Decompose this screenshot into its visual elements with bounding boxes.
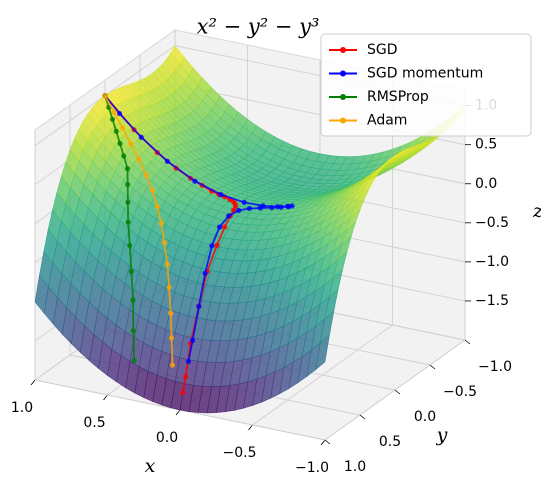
path-point xyxy=(125,181,131,188)
path-point xyxy=(125,199,131,205)
chart-title: x² − y² − y³ xyxy=(197,15,320,39)
path-point xyxy=(164,158,170,164)
path-point xyxy=(111,109,117,115)
path-point xyxy=(190,337,196,343)
path-point xyxy=(278,204,284,210)
y-axis-label: y xyxy=(436,424,448,446)
surface xyxy=(34,45,466,414)
path-point xyxy=(116,110,123,117)
legend-marker xyxy=(340,47,346,53)
path-point xyxy=(217,224,223,230)
y-tick-label: 1.0 xyxy=(344,459,366,475)
z-tick-label: 0.0 xyxy=(475,176,497,192)
path-point xyxy=(149,187,155,193)
path-point xyxy=(185,358,191,365)
path-point xyxy=(164,261,170,267)
path-point xyxy=(109,116,116,122)
path-point xyxy=(130,328,136,334)
x-tick-label: 0.5 xyxy=(83,415,105,431)
path-point xyxy=(202,270,208,276)
labels: 1.00.50.0−0.5−1.0−1.0−0.50.00.51.01.00.5… xyxy=(11,98,512,476)
path-point xyxy=(285,204,292,210)
path-point xyxy=(128,268,134,275)
tick-mark xyxy=(429,364,436,370)
path-point xyxy=(154,203,160,210)
x-axis-label: x xyxy=(145,455,156,477)
path-point xyxy=(127,242,133,249)
path-point xyxy=(158,220,164,226)
path-point xyxy=(169,335,175,341)
tick-mark xyxy=(320,439,326,446)
path-point xyxy=(125,219,131,225)
path-point xyxy=(236,207,242,213)
path-point xyxy=(246,205,253,212)
legend-label: SGD xyxy=(367,42,398,58)
path-point xyxy=(136,156,142,162)
legend-marker xyxy=(340,117,346,124)
legend-label: Adam xyxy=(367,113,407,129)
path-point xyxy=(196,303,202,309)
path-line xyxy=(104,95,293,362)
tick-mark xyxy=(359,414,366,420)
path-point xyxy=(169,362,176,368)
path-point xyxy=(257,205,263,211)
path-point xyxy=(233,203,239,209)
tick-mark xyxy=(248,424,253,431)
path-point xyxy=(209,243,215,249)
path-point xyxy=(117,140,123,147)
path-point xyxy=(269,204,275,211)
y-tick-label: 0.0 xyxy=(414,409,436,425)
y-tick-label: −1.0 xyxy=(478,359,512,375)
path-point xyxy=(166,284,172,291)
surface-cell xyxy=(337,235,352,261)
tick-mark xyxy=(103,394,108,401)
path-point xyxy=(168,310,174,316)
tick-mark xyxy=(394,389,401,395)
x-tick-label: 0.0 xyxy=(156,430,178,446)
path-point xyxy=(121,153,127,159)
path-point xyxy=(113,128,119,134)
path-point xyxy=(222,224,228,230)
legend-label: SGD momentum xyxy=(367,66,483,82)
z-tick-label: −1.0 xyxy=(475,254,509,270)
path-point xyxy=(131,358,137,364)
path-point xyxy=(138,134,144,140)
path-point xyxy=(143,172,149,178)
x-tick-label: −1.0 xyxy=(295,460,329,476)
tick-mark xyxy=(30,379,36,386)
path-point xyxy=(231,207,237,213)
path-point xyxy=(192,178,198,184)
path-point xyxy=(214,242,220,248)
path-point xyxy=(183,374,189,380)
y-tick-label: −0.5 xyxy=(443,384,477,400)
path-point xyxy=(102,93,108,99)
legend-marker xyxy=(340,70,346,77)
path-point xyxy=(241,199,247,205)
z-tick-label: −1.5 xyxy=(475,293,509,309)
z-tick-label: −0.5 xyxy=(475,215,509,231)
y-tick-label: 0.5 xyxy=(379,434,401,450)
legend-label: RMSProp xyxy=(367,89,429,105)
path-point xyxy=(218,192,224,198)
path-point xyxy=(130,297,136,303)
x-tick-label: 1.0 xyxy=(11,400,33,416)
path-point xyxy=(180,390,186,396)
path-point xyxy=(161,239,167,246)
tick-mark xyxy=(464,339,471,345)
legend: SGD SGD momentum RMSProp Adam xyxy=(320,33,532,137)
tick-mark xyxy=(324,439,331,445)
tick-mark xyxy=(175,409,181,416)
x-tick-label: −0.5 xyxy=(223,445,257,461)
path-point xyxy=(226,213,232,219)
path-point xyxy=(124,166,131,172)
path-point xyxy=(128,141,134,147)
z-tick-label: 0.5 xyxy=(475,137,497,153)
legend-box xyxy=(320,33,532,137)
paths xyxy=(102,93,295,396)
z-axis-label: z xyxy=(532,200,541,222)
path-point xyxy=(120,125,126,131)
legend-marker xyxy=(340,94,346,100)
